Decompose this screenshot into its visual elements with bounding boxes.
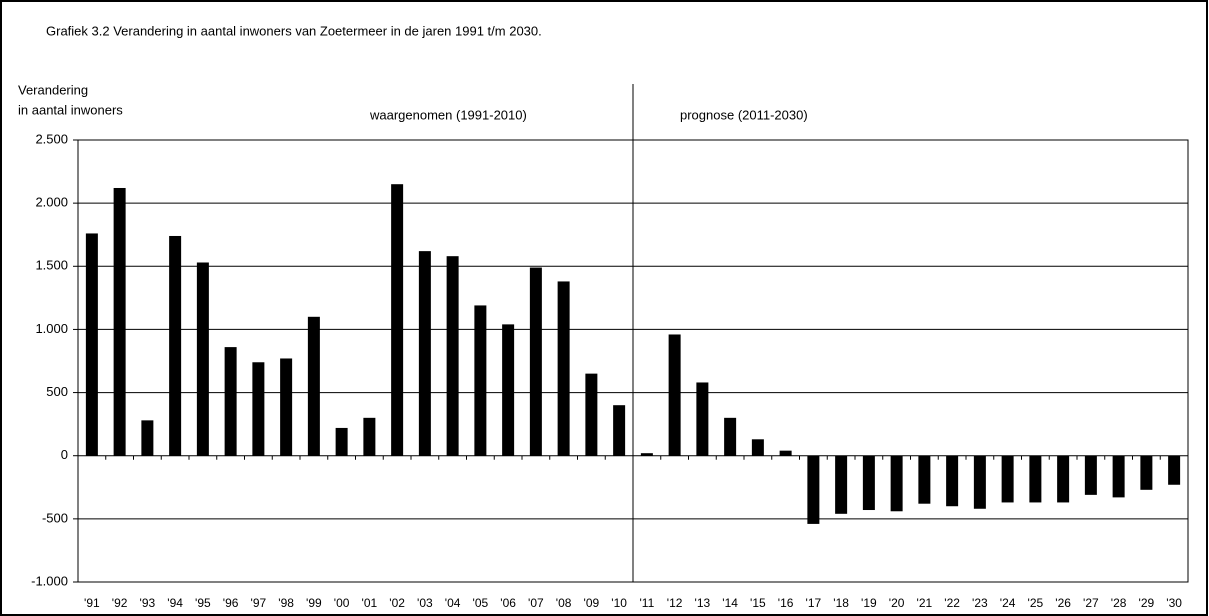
x-tick-label: '14 — [722, 596, 738, 610]
y-tick-label: 0 — [61, 447, 68, 462]
bar — [141, 420, 154, 456]
bar — [1140, 455, 1153, 490]
y-tick-label: -500 — [42, 510, 68, 525]
bar — [724, 417, 737, 456]
bar — [1168, 455, 1181, 485]
y-axis-label: in aantal inwoners — [18, 102, 123, 117]
bar — [502, 324, 515, 456]
x-tick-label: '15 — [750, 596, 766, 610]
bar — [1112, 455, 1125, 498]
x-tick-label: '04 — [445, 596, 461, 610]
x-tick-label: '28 — [1111, 596, 1127, 610]
x-tick-label: '17 — [806, 596, 822, 610]
x-tick-label: '93 — [140, 596, 156, 610]
x-tick-label: '30 — [1166, 596, 1182, 610]
y-axis-label: Verandering — [18, 82, 88, 97]
bar — [1029, 455, 1042, 503]
bar — [862, 455, 875, 511]
chart-title: Grafiek 3.2 Verandering in aantal inwone… — [46, 23, 542, 38]
bar — [807, 455, 820, 524]
x-tick-label: '00 — [334, 596, 350, 610]
y-tick-label: 500 — [46, 384, 68, 399]
bar — [307, 316, 320, 456]
y-tick-label: 2.500 — [35, 131, 68, 146]
bar — [585, 373, 598, 456]
bar — [252, 362, 265, 456]
x-tick-label: '95 — [195, 596, 211, 610]
bar — [474, 305, 487, 456]
x-tick-label: '27 — [1083, 596, 1099, 610]
bar — [613, 405, 626, 456]
bar — [280, 358, 293, 456]
x-tick-label: '98 — [278, 596, 294, 610]
x-tick-label: '92 — [112, 596, 128, 610]
y-tick-label: 1.000 — [35, 321, 68, 336]
x-tick-label: '97 — [251, 596, 267, 610]
annotation: prognose (2011-2030) — [680, 107, 808, 122]
bar — [946, 455, 959, 507]
bar — [113, 187, 126, 456]
x-tick-label: '06 — [500, 596, 516, 610]
x-tick-label: '02 — [389, 596, 405, 610]
x-tick-label: '20 — [889, 596, 905, 610]
x-tick-label: '94 — [167, 596, 183, 610]
y-tick-label: 1.500 — [35, 258, 68, 273]
bar — [335, 427, 348, 456]
x-tick-label: '07 — [528, 596, 544, 610]
bar — [640, 453, 653, 456]
x-tick-label: '96 — [223, 596, 239, 610]
bar — [557, 281, 570, 456]
bar — [890, 455, 903, 512]
bar — [418, 251, 431, 456]
bar — [779, 450, 792, 456]
bar — [696, 382, 709, 456]
x-tick-label: '21 — [917, 596, 933, 610]
y-tick-label: -1.000 — [31, 573, 68, 588]
x-tick-label: '05 — [473, 596, 489, 610]
x-tick-label: '23 — [972, 596, 988, 610]
bar — [391, 184, 404, 456]
bar — [751, 439, 764, 456]
bar — [529, 267, 542, 456]
x-tick-label: '99 — [306, 596, 322, 610]
x-tick-label: '16 — [778, 596, 794, 610]
bar — [169, 235, 182, 456]
x-tick-label: '09 — [584, 596, 600, 610]
x-tick-label: '24 — [1000, 596, 1016, 610]
x-tick-label: '22 — [944, 596, 960, 610]
bar — [363, 417, 376, 456]
x-tick-label: '19 — [861, 596, 877, 610]
bar — [224, 347, 237, 456]
bar — [446, 256, 459, 456]
x-tick-label: '13 — [695, 596, 711, 610]
bar — [973, 455, 986, 509]
x-tick-label: '18 — [833, 596, 849, 610]
bar — [668, 334, 681, 456]
bar — [85, 233, 98, 456]
x-tick-label: '29 — [1139, 596, 1155, 610]
x-tick-label: '03 — [417, 596, 433, 610]
x-tick-label: '11 — [640, 596, 655, 610]
bar — [835, 455, 848, 514]
annotation: waargenomen (1991-2010) — [369, 107, 527, 122]
y-tick-label: 2.000 — [35, 195, 68, 210]
bar — [196, 262, 209, 456]
x-tick-label: '10 — [611, 596, 627, 610]
bar — [1001, 455, 1014, 503]
x-tick-label: '12 — [667, 596, 683, 610]
bar — [1057, 455, 1070, 503]
x-tick-label: '26 — [1055, 596, 1071, 610]
bar — [1084, 455, 1097, 495]
x-tick-label: '91 — [84, 596, 100, 610]
x-tick-label: '01 — [362, 596, 378, 610]
bar — [918, 455, 931, 504]
x-tick-label: '08 — [556, 596, 572, 610]
x-tick-label: '25 — [1028, 596, 1044, 610]
